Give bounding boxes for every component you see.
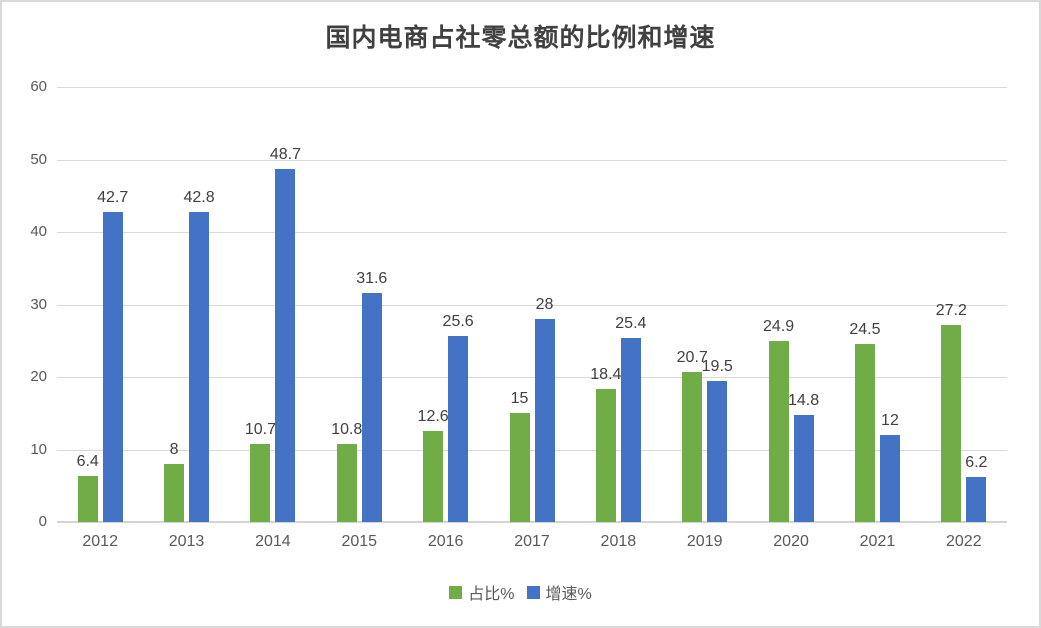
bar-增速%-2012 bbox=[102, 212, 123, 522]
x-axis-tick-2022: 2022 bbox=[946, 533, 982, 550]
bar-占比%-2022 bbox=[941, 324, 962, 522]
chart-title: 国内电商占社零总额的比例和增速 bbox=[325, 25, 716, 52]
bar-增速%-2016 bbox=[448, 336, 469, 522]
bar-增速%-2022 bbox=[966, 477, 987, 522]
legend-label: 占比% bbox=[468, 586, 515, 603]
data-label-增速%-2021: 12 bbox=[881, 412, 899, 429]
data-label-占比%-2015: 10.8 bbox=[331, 420, 363, 438]
bar-占比%-2021 bbox=[854, 344, 875, 522]
bar-增速%-2018 bbox=[620, 337, 641, 522]
bar-占比%-2017 bbox=[509, 413, 530, 522]
bar-增速%-2013 bbox=[189, 211, 210, 522]
x-axis-tick-2017: 2017 bbox=[514, 533, 550, 550]
bar-增速%-2021 bbox=[879, 435, 900, 522]
x-axis-tick-2018: 2018 bbox=[600, 533, 637, 550]
data-label-占比%-2020: 24.9 bbox=[763, 318, 795, 336]
data-label-增速%-2015: 31.6 bbox=[356, 269, 388, 287]
gridline-10 bbox=[57, 449, 1007, 451]
x-axis-tick-2012: 2012 bbox=[82, 533, 118, 550]
data-label-增速%-2013: 42.8 bbox=[183, 188, 215, 206]
data-label-占比%-2021: 24.5 bbox=[849, 321, 881, 339]
data-label-增速%-2014: 48.7 bbox=[269, 145, 301, 163]
legend-swatch-icon bbox=[449, 585, 463, 599]
data-label-增速%-2019: 19.5 bbox=[701, 357, 733, 375]
legend-label: 增速% bbox=[545, 586, 592, 603]
data-label-占比%-2017: 15 bbox=[510, 390, 529, 408]
data-label-增速%-2016: 25.6 bbox=[442, 313, 474, 331]
legend-item-占比%: 占比% bbox=[449, 580, 515, 604]
x-axis-line bbox=[57, 521, 1007, 523]
bar-占比%-2013 bbox=[164, 464, 185, 522]
y-axis-tick-20: 20 bbox=[30, 368, 47, 385]
data-label-占比%-2013: 8 bbox=[169, 441, 179, 458]
data-label-占比%-2022: 27.2 bbox=[935, 301, 967, 319]
data-label-占比%-2016: 12.6 bbox=[417, 407, 449, 425]
bar-增速%-2017 bbox=[534, 319, 555, 522]
x-axis-tick-2016: 2016 bbox=[427, 533, 464, 550]
bar-占比%-2020 bbox=[768, 341, 789, 522]
legend-swatch-icon bbox=[526, 585, 540, 599]
gridline-50 bbox=[57, 159, 1007, 161]
bar-占比%-2015 bbox=[336, 443, 357, 522]
bar-增速%-2020 bbox=[793, 414, 814, 522]
x-axis-tick-2020: 2020 bbox=[773, 533, 809, 550]
chart-legend: 占比% 增速% bbox=[2, 580, 1039, 604]
y-axis-tick-0: 0 bbox=[38, 513, 47, 530]
y-axis-tick-50: 50 bbox=[30, 150, 47, 168]
bar-增速%-2014 bbox=[275, 168, 296, 522]
y-axis-tick-60: 60 bbox=[30, 78, 47, 95]
x-axis-tick-2014: 2014 bbox=[255, 533, 291, 550]
gridline-30 bbox=[57, 304, 1007, 306]
data-label-增速%-2018: 25.4 bbox=[615, 314, 647, 332]
gridline-60 bbox=[57, 87, 1007, 88]
data-label-增速%-2017: 28 bbox=[535, 296, 554, 313]
data-label-增速%-2020: 14.8 bbox=[788, 391, 820, 409]
data-label-占比%-2014: 10.7 bbox=[244, 421, 276, 439]
data-label-占比%-2018: 18.4 bbox=[590, 365, 622, 383]
legend-item-增速%: 增速% bbox=[526, 580, 592, 604]
bar-占比%-2012 bbox=[77, 475, 98, 522]
bar-增速%-2019 bbox=[707, 380, 728, 522]
plot-area: 6.4 42.7 8 42.8 10.7 48.7 10.8 31.6 12.6 25.6 15 28… bbox=[57, 87, 1007, 523]
y-axis-tick-10: 10 bbox=[30, 440, 47, 458]
gridline-40 bbox=[57, 232, 1007, 233]
data-label-占比%-2012: 6.4 bbox=[76, 452, 99, 470]
bar-占比%-2019 bbox=[682, 371, 703, 522]
x-axis-tick-2019: 2019 bbox=[686, 533, 723, 550]
data-label-占比%-2019: 20.7 bbox=[676, 348, 708, 366]
bar-占比%-2014 bbox=[250, 444, 271, 522]
bar-占比%-2016 bbox=[423, 430, 444, 522]
data-label-增速%-2022: 6.2 bbox=[965, 454, 988, 472]
x-axis-tick-2015: 2015 bbox=[341, 533, 378, 550]
y-axis-tick-40: 40 bbox=[30, 223, 47, 240]
y-axis-tick-30: 30 bbox=[30, 295, 47, 313]
x-axis-tick-2021: 2021 bbox=[859, 533, 896, 550]
data-label-增速%-2012: 42.7 bbox=[97, 189, 129, 207]
gridline-20 bbox=[57, 377, 1007, 378]
x-axis-tick-2013: 2013 bbox=[168, 533, 205, 550]
bar-增速%-2015 bbox=[361, 292, 382, 522]
bar-占比%-2018 bbox=[595, 388, 616, 522]
